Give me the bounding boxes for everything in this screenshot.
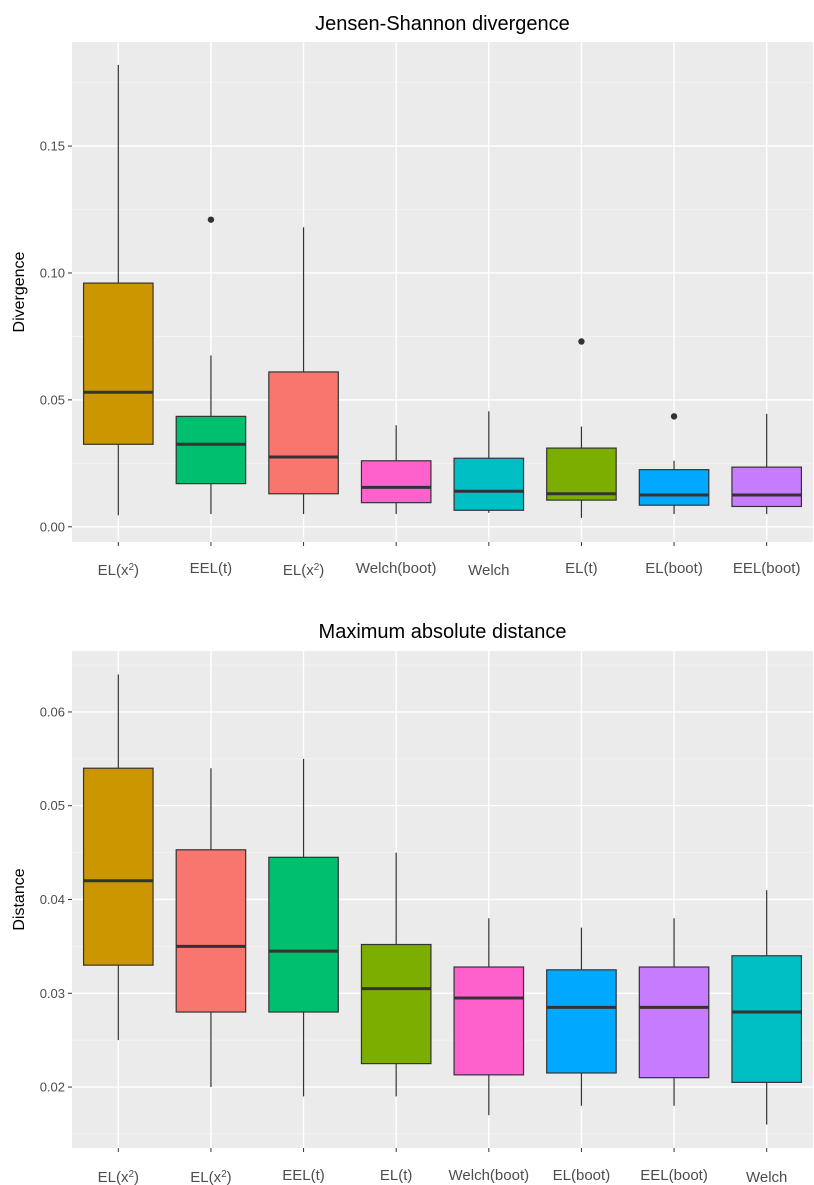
x-tick-label: EL(x2) [190, 1169, 231, 1185]
chart-panel-2: 0.02 0.03 0.04 0.05 0.06 EL(x2) EL(x2) EEL(t) EL… [11, 621, 813, 1185]
x-tick-label: Welch(boot) [356, 560, 437, 577]
chart-panel-1: 0.00 0.05 0.10 0.15 EL(x2) EEL(t) EL(x2) Welch(… [11, 13, 813, 579]
y-tick-label: 0.06 [40, 704, 65, 719]
x-tick-label: EEL(t) [190, 560, 233, 577]
box-iqr [175, 849, 247, 1013]
chart-title: Maximum absolute distance [319, 621, 567, 643]
x-tick-label: EL(x2) [98, 562, 139, 580]
chart-title: Jensen-Shannon divergence [315, 13, 570, 35]
box-1 [82, 64, 154, 516]
box-3 [268, 758, 339, 1097]
box-3 [268, 227, 339, 515]
box-6 [546, 927, 617, 1106]
box-1 [82, 674, 154, 1041]
y-tick-label: 0.05 [40, 392, 65, 407]
box-iqr [82, 767, 154, 966]
x-tick-label: EL(t) [565, 560, 598, 577]
box-7 [638, 413, 710, 515]
box-iqr [453, 457, 525, 511]
x-tick-label: EL(x2) [283, 562, 324, 580]
x-tick-label: EEL(t) [282, 1167, 325, 1184]
y-tick-label: 0.10 [40, 265, 65, 280]
box-iqr [546, 969, 617, 1074]
x-tick-label: EEL(boot) [640, 1167, 708, 1184]
box-iqr [360, 460, 432, 504]
y-axis-label: Divergence [11, 251, 28, 332]
y-tick-label: 0.02 [40, 1080, 65, 1095]
box-iqr [453, 966, 525, 1076]
x-tick-label: EL(boot) [553, 1167, 611, 1184]
box-2 [175, 216, 247, 515]
x-tick-label: EL(t) [380, 1167, 413, 1184]
box-7 [638, 918, 710, 1106]
box-iqr [268, 856, 339, 1013]
y-axis-label: Distance [11, 868, 28, 930]
box-iqr [360, 943, 432, 1065]
box-4 [360, 852, 432, 1097]
y-tick-label: 0.03 [40, 986, 65, 1001]
box-iqr [731, 466, 803, 508]
box-5 [453, 411, 525, 513]
outlier-point [670, 413, 678, 420]
y-tick-label: 0.04 [40, 892, 65, 907]
box-iqr [268, 371, 339, 495]
x-tick-label: EL(boot) [645, 560, 703, 577]
x-tick-label: Welch [468, 562, 509, 579]
box-6 [546, 338, 617, 518]
box-iqr [175, 415, 247, 485]
box-5 [453, 918, 525, 1116]
x-tick-label: Welch(boot) [449, 1167, 530, 1184]
y-tick-label: 0.15 [40, 139, 65, 154]
box-4 [360, 425, 432, 515]
x-tick-label: EL(x2) [98, 1169, 139, 1185]
x-tick-label: Welch [746, 1169, 787, 1185]
x-tick-label: EEL(boot) [733, 560, 801, 577]
box-8 [731, 413, 803, 515]
box-iqr [82, 282, 154, 445]
box-iqr [546, 447, 617, 501]
outlier-point [207, 216, 215, 223]
box-iqr [731, 955, 803, 1083]
box-iqr [638, 966, 710, 1079]
box-iqr [638, 469, 710, 506]
outlier-point [578, 338, 585, 345]
box-2 [175, 768, 247, 1088]
y-tick-label: 0.05 [40, 798, 65, 813]
y-tick-label: 0.00 [40, 519, 65, 534]
box-8 [731, 890, 803, 1125]
